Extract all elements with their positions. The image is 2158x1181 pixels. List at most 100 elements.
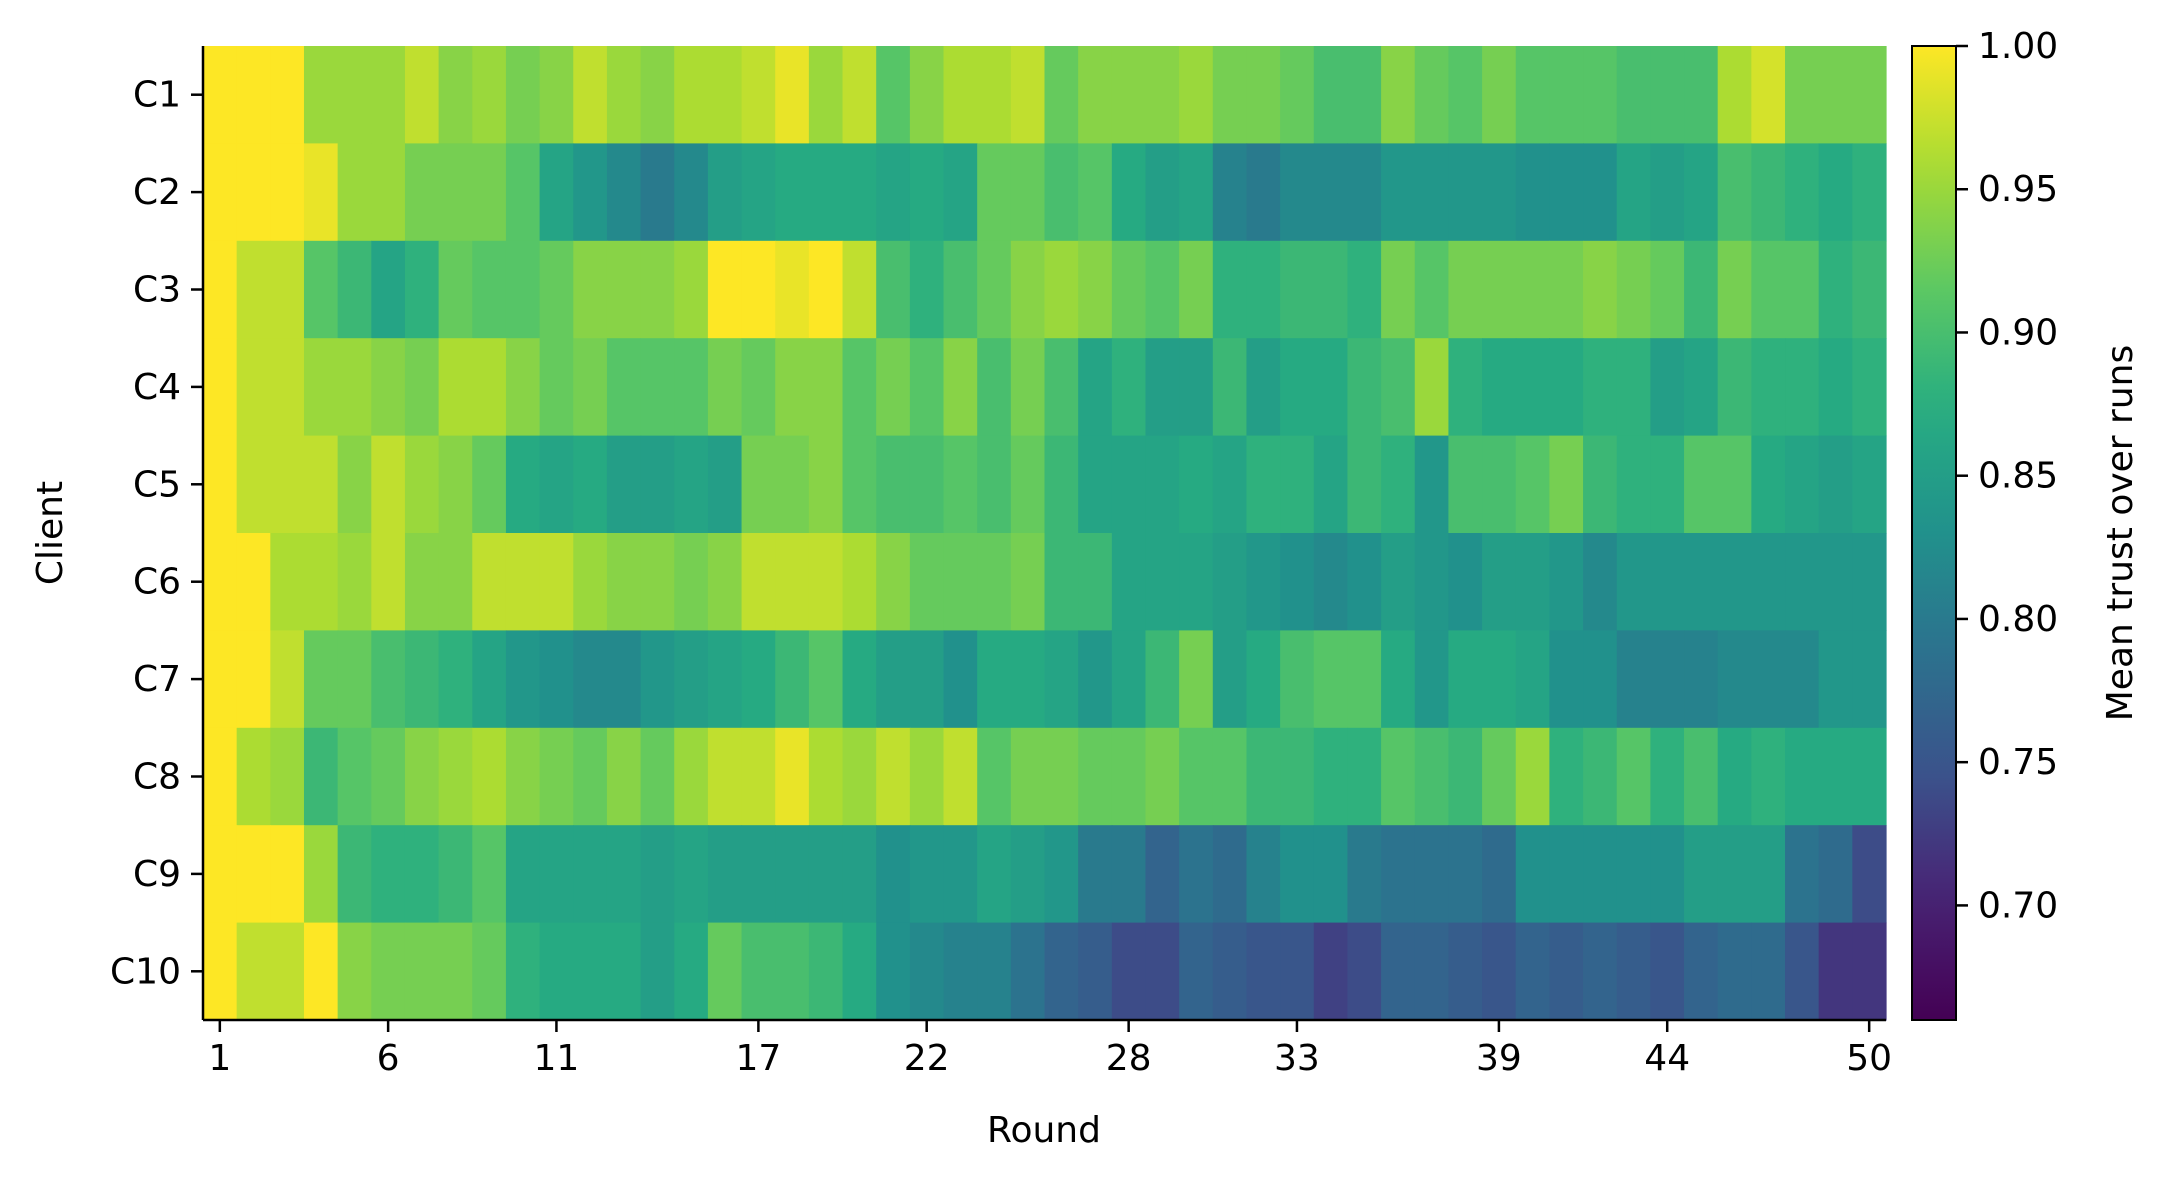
x-tick-label: 39 xyxy=(1476,1038,1522,1079)
heatmap-cell xyxy=(1650,143,1685,242)
heatmap-cell xyxy=(1179,825,1214,924)
heatmap-cell xyxy=(573,825,608,924)
heatmap-cell xyxy=(1482,338,1517,437)
heatmap-cell xyxy=(1145,143,1180,242)
heatmap-cell xyxy=(1246,727,1281,826)
heatmap-cell xyxy=(1448,727,1483,826)
heatmap-cells xyxy=(203,46,1887,1021)
heatmap-cell xyxy=(876,533,911,631)
heatmap-cell xyxy=(1179,46,1214,144)
heatmap-cell xyxy=(1583,338,1618,437)
heatmap-cell xyxy=(977,922,1012,1021)
heatmap-cell xyxy=(1179,630,1214,729)
heatmap-cell xyxy=(876,143,911,242)
heatmap-cell xyxy=(1684,727,1719,826)
heatmap-cell xyxy=(1246,825,1281,924)
heatmap-cell xyxy=(943,825,978,924)
heatmap-cell xyxy=(1280,338,1315,437)
heatmap-cell xyxy=(1414,240,1450,339)
heatmap-cell xyxy=(1078,143,1113,242)
heatmap-cell xyxy=(203,46,238,144)
heatmap-cell xyxy=(505,143,541,242)
heatmap-cell xyxy=(1448,922,1483,1021)
heatmap-cell xyxy=(1414,533,1450,631)
heatmap-cell xyxy=(1010,240,1046,339)
heatmap-cell xyxy=(1549,240,1584,339)
heatmap-cell xyxy=(1111,435,1147,534)
heatmap-cell xyxy=(1212,435,1248,534)
heatmap-cell xyxy=(1751,240,1786,339)
heatmap-cell xyxy=(674,338,709,437)
heatmap-cell xyxy=(1347,922,1382,1021)
heatmap-cell xyxy=(573,46,608,144)
heatmap-cell xyxy=(1280,630,1315,729)
heatmap-cell xyxy=(775,435,810,534)
heatmap-cell xyxy=(1852,727,1887,826)
heatmap-cell xyxy=(977,240,1012,339)
heatmap-cell xyxy=(1717,435,1752,534)
heatmap-cell xyxy=(674,240,709,339)
heatmap-cell xyxy=(606,435,642,534)
heatmap-cell xyxy=(775,922,810,1021)
heatmap-cell xyxy=(1246,533,1281,631)
heatmap-cell xyxy=(606,143,642,242)
heatmap-cell xyxy=(876,727,911,826)
heatmap-cell xyxy=(1212,240,1248,339)
heatmap-cell xyxy=(337,46,372,144)
heatmap-cell xyxy=(303,240,339,339)
heatmap-cell xyxy=(270,143,305,242)
heatmap-cell xyxy=(1212,338,1248,437)
x-tick-label: 33 xyxy=(1274,1038,1320,1079)
heatmap-cell xyxy=(707,240,743,339)
heatmap-cell xyxy=(303,338,339,437)
heatmap-cell xyxy=(707,727,743,826)
heatmap-cell xyxy=(1212,46,1248,144)
heatmap-cell xyxy=(876,630,911,729)
heatmap-cell xyxy=(876,825,911,924)
heatmap-cell xyxy=(606,922,642,1021)
heatmap-cell xyxy=(1381,240,1416,339)
heatmap-cell xyxy=(909,143,945,242)
heatmap-cell xyxy=(606,533,642,631)
heatmap-cell xyxy=(1044,825,1079,924)
heatmap-cell xyxy=(606,240,642,339)
heatmap-cell xyxy=(404,922,440,1021)
heatmap-cell xyxy=(842,727,877,826)
heatmap-cell xyxy=(1583,825,1618,924)
heatmap-cell xyxy=(842,143,877,242)
heatmap-cell xyxy=(1179,338,1214,437)
heatmap-cell xyxy=(1448,435,1483,534)
heatmap-cell xyxy=(1347,435,1382,534)
heatmap-cell xyxy=(203,240,238,339)
heatmap-cell xyxy=(842,533,877,631)
heatmap-cell xyxy=(573,435,608,534)
heatmap-cell xyxy=(1448,825,1483,924)
heatmap-cell xyxy=(1818,922,1853,1021)
heatmap-cell xyxy=(1078,435,1113,534)
heatmap-cell xyxy=(1785,825,1820,924)
heatmap-cell xyxy=(1717,46,1752,144)
heatmap-cell xyxy=(270,630,305,729)
heatmap-cell xyxy=(1583,46,1618,144)
heatmap-cell xyxy=(438,143,473,242)
heatmap-cell xyxy=(438,825,473,924)
heatmap-cell xyxy=(1515,338,1550,437)
heatmap-cell xyxy=(943,435,978,534)
heatmap-cell xyxy=(1212,922,1248,1021)
heatmap-cell xyxy=(1145,435,1180,534)
heatmap-cell xyxy=(303,825,339,924)
heatmap-cell xyxy=(1482,630,1517,729)
heatmap-cell xyxy=(876,46,911,144)
heatmap-cell xyxy=(573,338,608,437)
heatmap-cell xyxy=(573,922,608,1021)
heatmap-cell xyxy=(337,435,372,534)
heatmap-cell xyxy=(270,338,305,437)
heatmap-cell xyxy=(1616,338,1651,437)
heatmap-cell xyxy=(404,435,440,534)
heatmap-cell xyxy=(1179,240,1214,339)
heatmap-cell xyxy=(1010,533,1046,631)
heatmap-cell xyxy=(472,533,507,631)
heatmap-cell xyxy=(270,435,305,534)
heatmap-cell xyxy=(606,46,642,144)
